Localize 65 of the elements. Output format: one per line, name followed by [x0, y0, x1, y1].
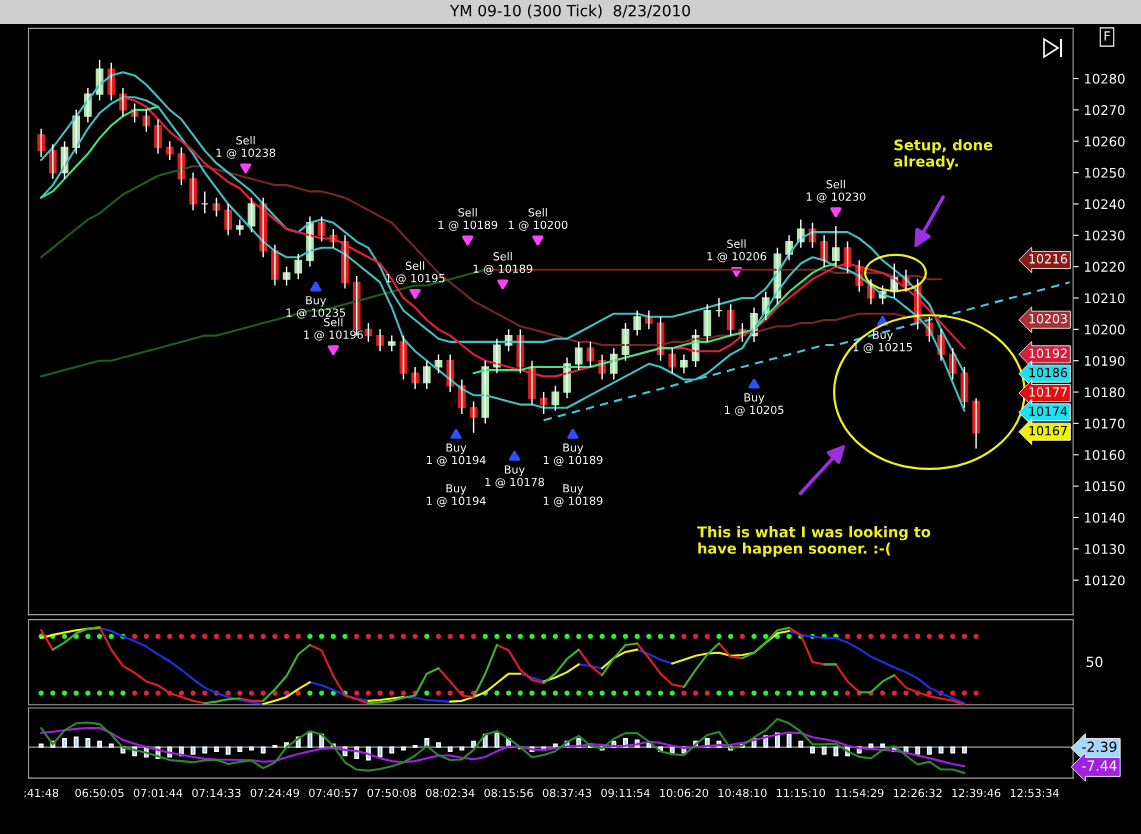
x-tick-label: 08:15:56	[484, 788, 533, 798]
y-tick-label: 10180	[1084, 387, 1125, 398]
text: F	[1104, 31, 1110, 41]
x-tick-label: :41:48	[24, 788, 59, 798]
x-tick-label: 07:01:44	[133, 788, 183, 798]
x-tick-label: 12:53:34	[1010, 788, 1059, 798]
x-tick-label: 07:24:49	[250, 788, 300, 798]
y-tick-label: 10230	[1084, 230, 1125, 241]
x-tick-label: 10:48:10	[718, 788, 767, 798]
annotation: Sell 1 @ 10196	[304, 317, 363, 341]
x-tick-label: 09:11:54	[601, 788, 650, 798]
y-tick-label: 10260	[1084, 136, 1125, 147]
annotation: Buy 1 @ 10189	[543, 484, 603, 507]
annotation: Sell 1 @ 10189	[438, 208, 498, 231]
x-tick-label: 07:40:57	[309, 788, 358, 798]
x-tick-label: 07:14:33	[192, 788, 241, 798]
y-tick-label: 10280	[1084, 73, 1125, 84]
x-tick-label: 11:15:10	[777, 788, 826, 798]
y-tick-label: 10120	[1084, 575, 1125, 586]
y-tick-label: 10170	[1084, 418, 1125, 429]
annotation: Buy 1 @ 10194	[426, 484, 486, 507]
annotation: Buy 1 @ 10215	[853, 330, 912, 354]
text: -2.39	[1082, 741, 1117, 753]
x-tick-label: 07:50:08	[367, 788, 416, 798]
y-tick-label: 10140	[1084, 512, 1125, 523]
annotation: Sell 1 @ 10195	[386, 261, 445, 285]
y-tick-label: 10210	[1084, 293, 1125, 304]
x-tick-label: 10:06:20	[660, 788, 709, 798]
y-tick-label: 10150	[1084, 481, 1125, 492]
annotation: Buy 1 @ 10205	[724, 393, 784, 416]
annotation: This is what I was looking to have happen sooner. :-(	[697, 526, 931, 557]
annotation: Buy 1 @ 10235	[286, 296, 346, 319]
annotation: Sell 1 @ 10189	[473, 251, 533, 275]
text: -7.44	[1082, 760, 1117, 771]
y-tick-label: 10240	[1084, 199, 1125, 210]
annotation: Sell 1 @ 10238	[216, 135, 276, 159]
y-tick-label: 10160	[1084, 449, 1125, 460]
x-tick-label: 11:54:29	[835, 788, 884, 798]
annotation: Setup, done already.	[894, 139, 993, 170]
y-tick-label: 10190	[1084, 355, 1125, 366]
annotation: 10203	[1029, 313, 1067, 324]
annotation: 10192	[1029, 348, 1067, 358]
annotation: 10174	[1029, 406, 1068, 417]
y-tick-label: 10270	[1084, 105, 1125, 116]
y-tick-label: 10250	[1084, 167, 1125, 178]
annotation: 10216	[1029, 254, 1068, 264]
x-tick-label: 08:02:34	[425, 788, 475, 798]
annotation: Sell 1 @ 10230	[806, 179, 866, 203]
y-tick-label: 10130	[1084, 544, 1125, 555]
annotation: Buy 1 @ 10178	[485, 465, 545, 488]
annotation: Sell 1 @ 10206	[707, 239, 767, 263]
x-tick-label: 08:37:43	[542, 788, 592, 798]
x-tick-label: 06:50:05	[75, 788, 124, 798]
text: 50	[1086, 656, 1103, 668]
x-tick-label: 12:39:46	[952, 788, 1001, 798]
y-tick-label: 10200	[1084, 324, 1125, 335]
annotation: Buy 1 @ 10194	[426, 443, 486, 466]
annotation: 10167	[1029, 425, 1067, 436]
annotation: Buy 1 @ 10189	[543, 443, 603, 466]
annotation: 10177	[1029, 387, 1067, 397]
annotation: Sell 1 @ 10200	[508, 208, 568, 231]
chart-title: YM 09-10 (300 Tick) 8/23/2010	[449, 4, 690, 19]
annotation: 10186	[1029, 367, 1068, 378]
y-tick-label: 10220	[1084, 261, 1125, 272]
x-tick-label: 12:26:32	[893, 788, 942, 798]
